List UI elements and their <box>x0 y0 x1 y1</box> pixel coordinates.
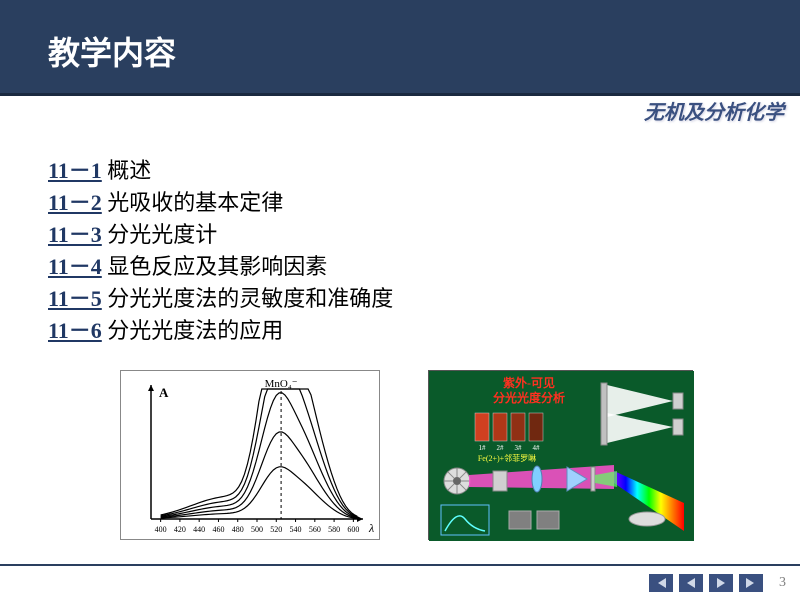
toc-number[interactable]: 11－3 <box>48 222 102 247</box>
svg-text:400: 400 <box>155 525 167 534</box>
nav-prev-button[interactable] <box>679 574 703 592</box>
subtitle-band: 无机及分析化学 <box>0 96 800 124</box>
toc-text: 分光光度法的灵敏度和准确度 <box>107 286 393 311</box>
svg-text:440: 440 <box>193 525 205 534</box>
toc-item: 11－2 光吸收的基本定律 <box>48 187 752 219</box>
toc-text: 显色反应及其影响因素 <box>107 254 327 279</box>
svg-text:460: 460 <box>212 525 224 534</box>
svg-text:520: 520 <box>270 525 282 534</box>
toc-item: 11－4 显色反应及其影响因素 <box>48 251 752 283</box>
toc-number[interactable]: 11－6 <box>48 318 102 343</box>
svg-text:600: 600 <box>347 525 359 534</box>
svg-text:500: 500 <box>251 525 263 534</box>
toc-text: 分光光度计 <box>107 222 217 247</box>
page-number: 3 <box>779 575 786 591</box>
toc-number[interactable]: 11－4 <box>48 254 102 279</box>
svg-text:420: 420 <box>174 525 186 534</box>
figures-row: A MnO₄⁻ 400 420 440 460 480 500 520 540 560 580 600 λ… <box>120 370 693 540</box>
svg-text:540: 540 <box>290 525 302 534</box>
svg-text:4#: 4# <box>533 444 541 452</box>
svg-text:分光光度分析: 分光光度分析 <box>493 390 565 405</box>
nav-next-button[interactable] <box>709 574 733 592</box>
svg-text:580: 580 <box>328 525 340 534</box>
svg-text:1#: 1# <box>479 444 487 452</box>
nav-first-button[interactable] <box>649 574 673 592</box>
nav-last-button[interactable] <box>739 574 763 592</box>
toc-item: 11－1 概述 <box>48 155 752 187</box>
toc-text: 光吸收的基本定律 <box>107 190 283 215</box>
svg-text:A: A <box>159 385 169 400</box>
toc-number[interactable]: 11－1 <box>48 158 102 183</box>
svg-text:紫外-可见: 紫外-可见 <box>503 375 555 390</box>
svg-text:3#: 3# <box>515 444 523 452</box>
toc-text: 分光光度法的应用 <box>107 318 283 343</box>
toc-text: 概述 <box>107 158 151 183</box>
slide-header: 教学内容 <box>0 0 800 96</box>
absorption-spectrum-chart: A MnO₄⁻ 400 420 440 460 480 500 520 540 560 580 600 λ <box>120 370 380 540</box>
slide-footer: 3 <box>649 574 786 592</box>
svg-text:560: 560 <box>309 525 321 534</box>
toc-content: 11－1 概述 11－2 光吸收的基本定律 11－3 分光光度计 11－4 显色… <box>48 155 752 347</box>
spectrometer-diagram: 紫外-可见分光光度分析 1# 2# 3# 4#Fe(2+)+邻菲罗啉 <box>428 370 693 540</box>
svg-text:MnO₄⁻: MnO₄⁻ <box>265 378 298 390</box>
svg-text:λ: λ <box>368 521 374 535</box>
svg-text:Fe(2+)+邻菲罗啉: Fe(2+)+邻菲罗啉 <box>478 453 536 463</box>
svg-text:480: 480 <box>232 525 244 534</box>
svg-text:2#: 2# <box>497 444 505 452</box>
toc-item: 11－3 分光光度计 <box>48 219 752 251</box>
toc-item: 11－6 分光光度法的应用 <box>48 315 752 347</box>
course-subtitle: 无机及分析化学 <box>644 96 784 125</box>
slide-title: 教学内容 <box>48 28 800 74</box>
footer-divider <box>0 564 800 566</box>
toc-number[interactable]: 11－5 <box>48 286 102 311</box>
toc-item: 11－5 分光光度法的灵敏度和准确度 <box>48 283 752 315</box>
toc-number[interactable]: 11－2 <box>48 190 102 215</box>
